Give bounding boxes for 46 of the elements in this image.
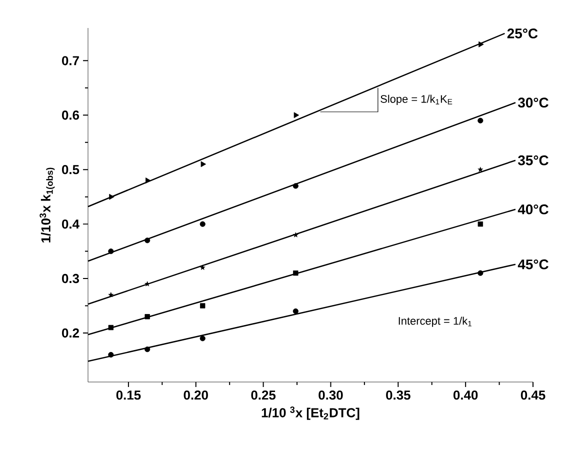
- point: [294, 112, 300, 118]
- point: [108, 248, 114, 254]
- x-tick-label: 0.45: [520, 390, 546, 400]
- y-tick-label: 0.7: [62, 56, 79, 66]
- series-label: 35°C: [518, 155, 548, 166]
- y-axis-title: 1/10$^{3}$x k$_{1(obs)}$: [40, 168, 55, 242]
- point: [200, 303, 206, 308]
- point: [108, 324, 114, 330]
- point: [478, 270, 484, 276]
- point: [144, 314, 150, 320]
- point: [144, 238, 150, 244]
- y-tick-label: 0.3: [62, 274, 80, 284]
- point: [108, 292, 114, 298]
- series-label: 30°C: [518, 98, 548, 108]
- point: [292, 232, 299, 238]
- point: [200, 336, 206, 342]
- point: [478, 221, 484, 227]
- y-tick-label: 0.4: [62, 219, 80, 229]
- point: [478, 41, 484, 48]
- point: [292, 183, 298, 189]
- point: [146, 178, 151, 184]
- x-tick-label: 0.30: [318, 390, 343, 400]
- point: [144, 346, 150, 352]
- point: [200, 264, 206, 270]
- x-tick-label: 0.35: [386, 390, 410, 400]
- x-tick-label: 0.20: [184, 390, 208, 400]
- x-axis-title: 1/10 $^{3}$x [Et$_{2}$DTC]: [262, 406, 360, 420]
- annotation: Intercept = 1/k$_{1}$: [398, 316, 472, 327]
- series-label: 25°C: [507, 28, 538, 38]
- point: [200, 221, 206, 227]
- y-tick-label: 0.2: [62, 328, 79, 338]
- y-tick-label: 0.6: [62, 110, 80, 120]
- point: [109, 194, 114, 200]
- point: [292, 308, 298, 314]
- point: [478, 166, 484, 172]
- x-tick-label: 0.40: [453, 390, 478, 400]
- series-label: 40°C: [518, 204, 548, 214]
- point: [293, 270, 298, 276]
- point: [108, 352, 114, 358]
- point: [478, 118, 484, 124]
- x-tick-label: 0.25: [251, 390, 276, 400]
- annotation: Slope = 1/k$_{1}$K$_{E}$: [380, 94, 452, 105]
- x-tick-label: 0.15: [116, 390, 141, 400]
- point: [200, 161, 206, 168]
- series-label: 45°C: [518, 259, 548, 270]
- y-tick-label: 0.5: [62, 165, 80, 174]
